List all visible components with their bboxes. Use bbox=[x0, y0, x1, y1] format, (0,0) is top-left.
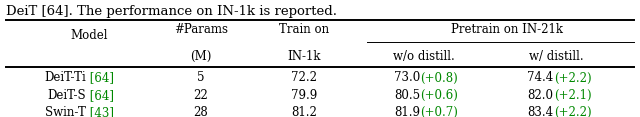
Text: DeiT-S: DeiT-S bbox=[48, 89, 86, 102]
Text: Train on: Train on bbox=[279, 23, 330, 36]
Text: [64]: [64] bbox=[86, 71, 115, 84]
Text: 80.5: 80.5 bbox=[394, 89, 420, 102]
Text: 83.4: 83.4 bbox=[527, 106, 554, 117]
Text: 72.2: 72.2 bbox=[291, 71, 317, 84]
Text: (+2.1): (+2.1) bbox=[554, 89, 591, 102]
Text: Swin-T: Swin-T bbox=[45, 106, 86, 117]
Text: 5: 5 bbox=[197, 71, 205, 84]
Text: w/ distill.: w/ distill. bbox=[529, 50, 584, 63]
Text: 79.9: 79.9 bbox=[291, 89, 317, 102]
Text: 73.0: 73.0 bbox=[394, 71, 420, 84]
Text: (+2.2): (+2.2) bbox=[554, 71, 591, 84]
Text: [64]: [64] bbox=[86, 89, 115, 102]
Text: w/o distill.: w/o distill. bbox=[392, 50, 454, 63]
Text: #Params: #Params bbox=[174, 23, 228, 36]
Text: Model: Model bbox=[71, 29, 108, 42]
Text: [43]: [43] bbox=[86, 106, 115, 117]
Text: Pretrain on IN-21k: Pretrain on IN-21k bbox=[451, 23, 563, 36]
Text: DeiT-Ti: DeiT-Ti bbox=[45, 71, 86, 84]
Text: (+0.7): (+0.7) bbox=[420, 106, 458, 117]
Text: 22: 22 bbox=[193, 89, 208, 102]
Text: DeiT [64]. The performance on IN-1k is reported.: DeiT [64]. The performance on IN-1k is r… bbox=[6, 5, 337, 18]
Text: (+2.2): (+2.2) bbox=[554, 106, 591, 117]
Text: 82.0: 82.0 bbox=[527, 89, 554, 102]
Text: 74.4: 74.4 bbox=[527, 71, 554, 84]
Text: (+0.6): (+0.6) bbox=[420, 89, 458, 102]
Text: 28: 28 bbox=[193, 106, 208, 117]
Text: (+0.8): (+0.8) bbox=[420, 71, 458, 84]
Text: 81.2: 81.2 bbox=[291, 106, 317, 117]
Text: (M): (M) bbox=[190, 50, 211, 63]
Text: 81.9: 81.9 bbox=[394, 106, 420, 117]
Text: IN-1k: IN-1k bbox=[287, 50, 321, 63]
